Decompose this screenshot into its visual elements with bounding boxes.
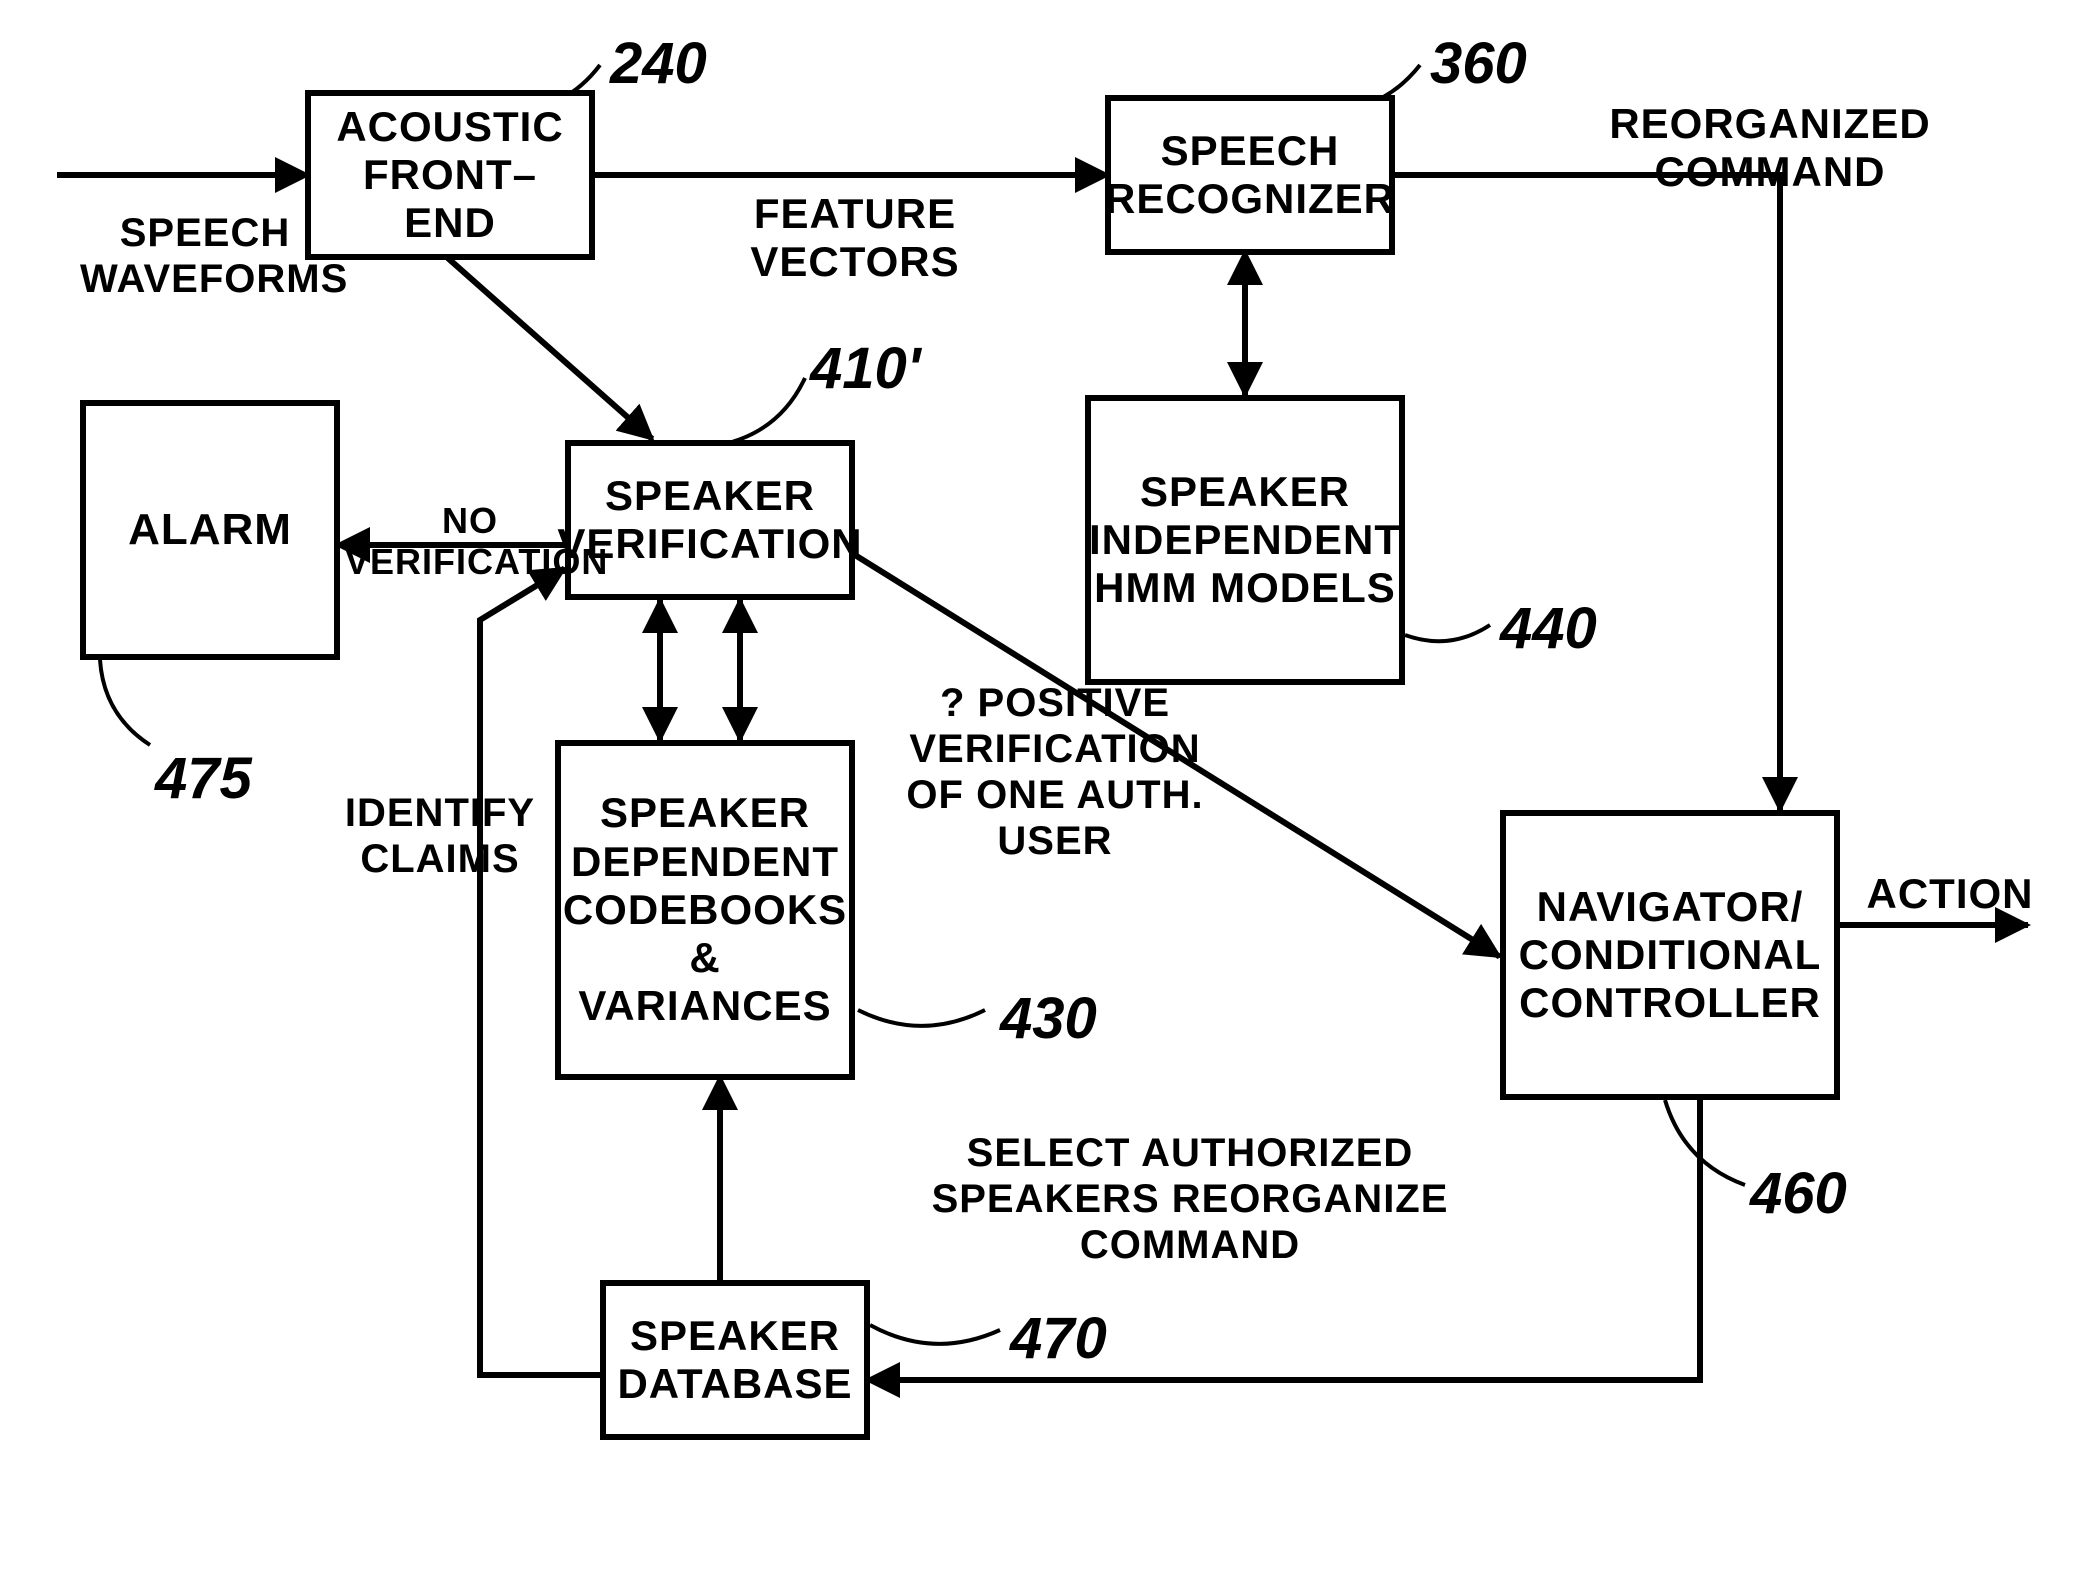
lbl-positive-verif: ? POSITIVE VERIFICATION OF ONE AUTH. USE… (895, 680, 1215, 864)
node-hmm: SPEAKER INDEPENDENT HMM MODELS (1085, 395, 1405, 685)
ref-460: 460 (1750, 1160, 1847, 1227)
lbl-speech-waveforms: SPEECH WAVEFORMS (80, 210, 330, 302)
node-acoustic: ACOUSTIC FRONT–END (305, 90, 595, 260)
lbl-action: ACTION (1850, 870, 2050, 918)
lbl-feature-vectors: FEATURE VECTORS (645, 190, 1065, 287)
node-recognizer: SPEECH RECOGNIZER (1105, 95, 1395, 255)
node-codebooks: SPEAKER DEPENDENT CODEBOOKS & VARIANCES (555, 740, 855, 1080)
ref-430: 430 (1000, 985, 1097, 1052)
node-database: SPEAKER DATABASE (600, 1280, 870, 1440)
diagram-canvas: ACOUSTIC FRONT–END SPEECH RECOGNIZER SPEAK… (0, 0, 2095, 1578)
lbl-select-speakers: SELECT AUTHORIZED SPEAKERS REORGANIZE CO… (870, 1130, 1510, 1268)
lbl-reorganized-cmd: REORGANIZED COMMAND (1580, 100, 1960, 197)
ref-470: 470 (1010, 1305, 1107, 1372)
node-verify: SPEAKER VERIFICATION (565, 440, 855, 600)
ref-475: 475 (155, 745, 252, 812)
ref-240: 240 (610, 30, 707, 97)
ref-360: 360 (1430, 30, 1527, 97)
node-alarm: ALARM (80, 400, 340, 660)
node-navigator: NAVIGATOR/ CONDITIONAL CONTROLLER (1500, 810, 1840, 1100)
ref-440: 440 (1500, 595, 1597, 662)
lbl-identify-claims: IDENTIFY CLAIMS (330, 790, 550, 882)
lbl-no-verification: NO VERIFICATION (345, 500, 595, 583)
ref-410: 410' (810, 335, 921, 402)
